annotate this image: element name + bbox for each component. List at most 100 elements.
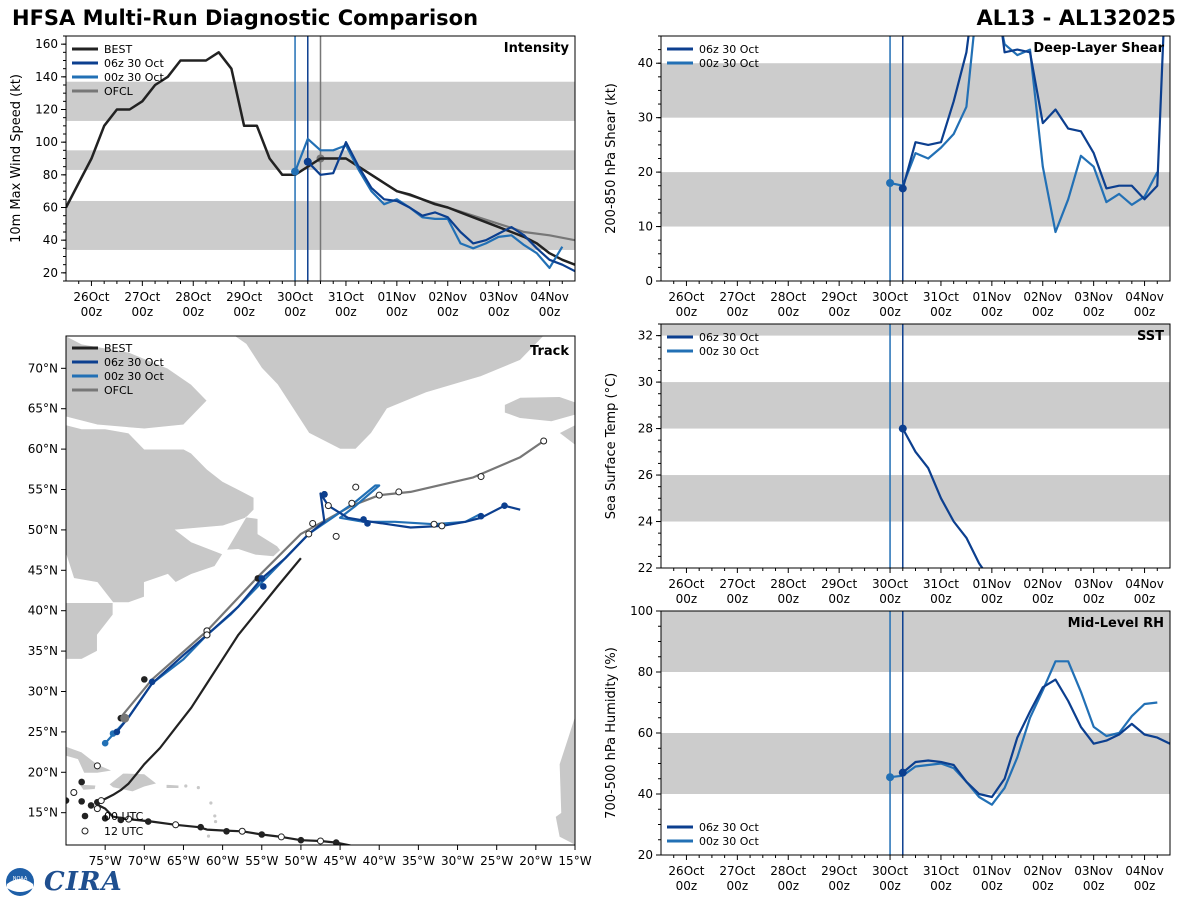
track-point-00utc-run06	[477, 512, 485, 520]
sst-xtick-label: 26Oct	[668, 577, 704, 591]
track-ytick-label: 50°N	[28, 523, 58, 537]
land-europe-edge	[558, 424, 575, 446]
shear-series-run06	[901, 36, 1165, 201]
intensity-xtick-label: 03Nov	[479, 290, 518, 304]
track-legend-label: OFCL	[104, 384, 134, 397]
track-point-00utc-run06	[364, 520, 371, 527]
track-ytick-label: 20°N	[28, 765, 58, 779]
track-point-00utc-best	[141, 676, 148, 683]
track-point-12utc-best	[277, 833, 285, 841]
sst-xtick-label: 28Oct	[770, 577, 806, 591]
sst-ytick-label: 28	[638, 422, 653, 436]
land-small-island	[213, 814, 217, 818]
track-ytick-label: 55°N	[28, 483, 58, 497]
sst-band	[661, 382, 1170, 429]
land-small-island	[213, 819, 218, 824]
shear-xtick-label: 04Nov	[1125, 290, 1164, 304]
land-small-island	[184, 784, 188, 788]
sst-xtick-sublabel: 00z	[777, 592, 799, 606]
rh-xtick-label: 30Oct	[872, 864, 908, 878]
storm-id: AL13 - AL132025	[976, 6, 1177, 30]
intensity-xtick-label: 04Nov	[530, 290, 569, 304]
intensity-xtick-sublabel: 00z	[539, 305, 561, 319]
intensity-title: Intensity	[504, 41, 570, 56]
intensity-init-point-run06	[303, 157, 312, 166]
sst-ytick-label: 26	[638, 468, 653, 482]
shear-series-group	[886, 36, 1165, 234]
track-xtick-label: 20°W	[519, 854, 552, 868]
sst-xtick-sublabel: 00z	[1134, 592, 1156, 606]
rh-ytick-label: 100	[630, 604, 653, 618]
land-small-island	[209, 801, 213, 805]
noaa-logo-icon: NOAA	[6, 868, 34, 896]
intensity-legend-label: 00z 30 Oct	[104, 71, 164, 84]
rh-xtick-label: 01Nov	[972, 864, 1011, 878]
shear-xtick-sublabel: 00z	[1134, 305, 1156, 319]
sst-xtick-label: 02Nov	[1023, 577, 1062, 591]
track-frame	[65, 335, 576, 846]
intensity-ytick-label: 40	[43, 233, 58, 247]
shear-xtick-sublabel: 00z	[1083, 305, 1105, 319]
sst-panel: 22242628303226Oct00z27Oct00z28Oct00z29Oc…	[604, 323, 1171, 606]
land-iceland	[504, 396, 575, 422]
sst-series-group	[898, 424, 984, 568]
track-marker-legend-12utc-icon	[81, 827, 89, 835]
land-newfoundland	[225, 516, 282, 557]
track-point-12utc-best	[97, 797, 105, 805]
track-point-00utc-best	[78, 798, 85, 805]
track-point-00utc-best	[223, 827, 230, 835]
track-xtick-label: 65°W	[167, 854, 200, 868]
sst-xtick-label: 31Oct	[923, 577, 959, 591]
intensity-xtick-label: 31Oct	[328, 290, 364, 304]
track-point-00utc-best	[87, 802, 95, 809]
intensity-xtick-label: 26Oct	[73, 290, 109, 304]
rh-xtick-sublabel: 00z	[1032, 879, 1054, 893]
track-point-00utc-best	[364, 846, 371, 853]
rh-title: Mid-Level RH	[1068, 616, 1164, 631]
shear-xtick-label: 28Oct	[770, 290, 806, 304]
track-ytick-label: 65°N	[28, 402, 58, 416]
sst-xtick-label: 29Oct	[821, 577, 857, 591]
intensity-xtick-sublabel: 00z	[488, 305, 510, 319]
shear-panel: 01020304026Oct00z27Oct00z28Oct00z29Oct00…	[604, 35, 1171, 319]
shear-band	[661, 63, 1170, 118]
track-point-12utc-best	[309, 519, 317, 527]
track-point-00utc-best	[66, 797, 70, 804]
track-map-group	[66, 336, 575, 853]
shear-xtick-sublabel: 00z	[828, 305, 850, 319]
shear-xtick-sublabel: 00z	[981, 305, 1003, 319]
sst-init-point-run06	[898, 424, 907, 433]
land-north-america	[66, 336, 255, 603]
track-marker-legend-00utc-icon	[81, 812, 89, 820]
track-xtick-label: 30°W	[441, 854, 474, 868]
land-us-east	[66, 602, 114, 660]
land-cuba	[66, 746, 114, 774]
rh-xtick-sublabel: 00z	[777, 879, 799, 893]
track-point-00utc-run06	[258, 575, 266, 582]
sst-band	[661, 475, 1170, 522]
rh-xtick-label: 03Nov	[1074, 864, 1113, 878]
intensity-xtick-sublabel: 00z	[132, 305, 154, 319]
track-point-00utc-best	[117, 816, 125, 824]
shear-xtick-sublabel: 00z	[879, 305, 901, 319]
rh-xtick-sublabel: 00z	[676, 879, 698, 893]
track-point-12utc-run00	[352, 483, 360, 491]
sst-xtick-label: 01Nov	[972, 577, 1011, 591]
track-ytick-label: 40°N	[28, 604, 58, 618]
sst-ylabel: Sea Surface Temp (°C)	[604, 373, 619, 520]
shear-xtick-label: 26Oct	[668, 290, 704, 304]
sst-xtick-label: 27Oct	[719, 577, 755, 591]
land-africa-west	[555, 715, 575, 845]
track-ytick-label: 15°N	[28, 806, 58, 820]
shear-ytick-label: 30	[638, 111, 653, 125]
sst-xtick-sublabel: 00z	[1032, 592, 1054, 606]
intensity-panel: 2040608010012014016026Oct00z27Oct00z28Oc…	[9, 35, 576, 319]
rh-xtick-label: 04Nov	[1125, 864, 1164, 878]
shear-xtick-label: 27Oct	[719, 290, 755, 304]
track-point-12utc-run06	[324, 502, 332, 510]
track-point-12utc-best	[93, 805, 101, 813]
track-xtick-label: 35°W	[402, 854, 435, 868]
shear-ytick-label: 20	[638, 165, 653, 179]
track-point-12utc-ofcl	[375, 491, 383, 499]
